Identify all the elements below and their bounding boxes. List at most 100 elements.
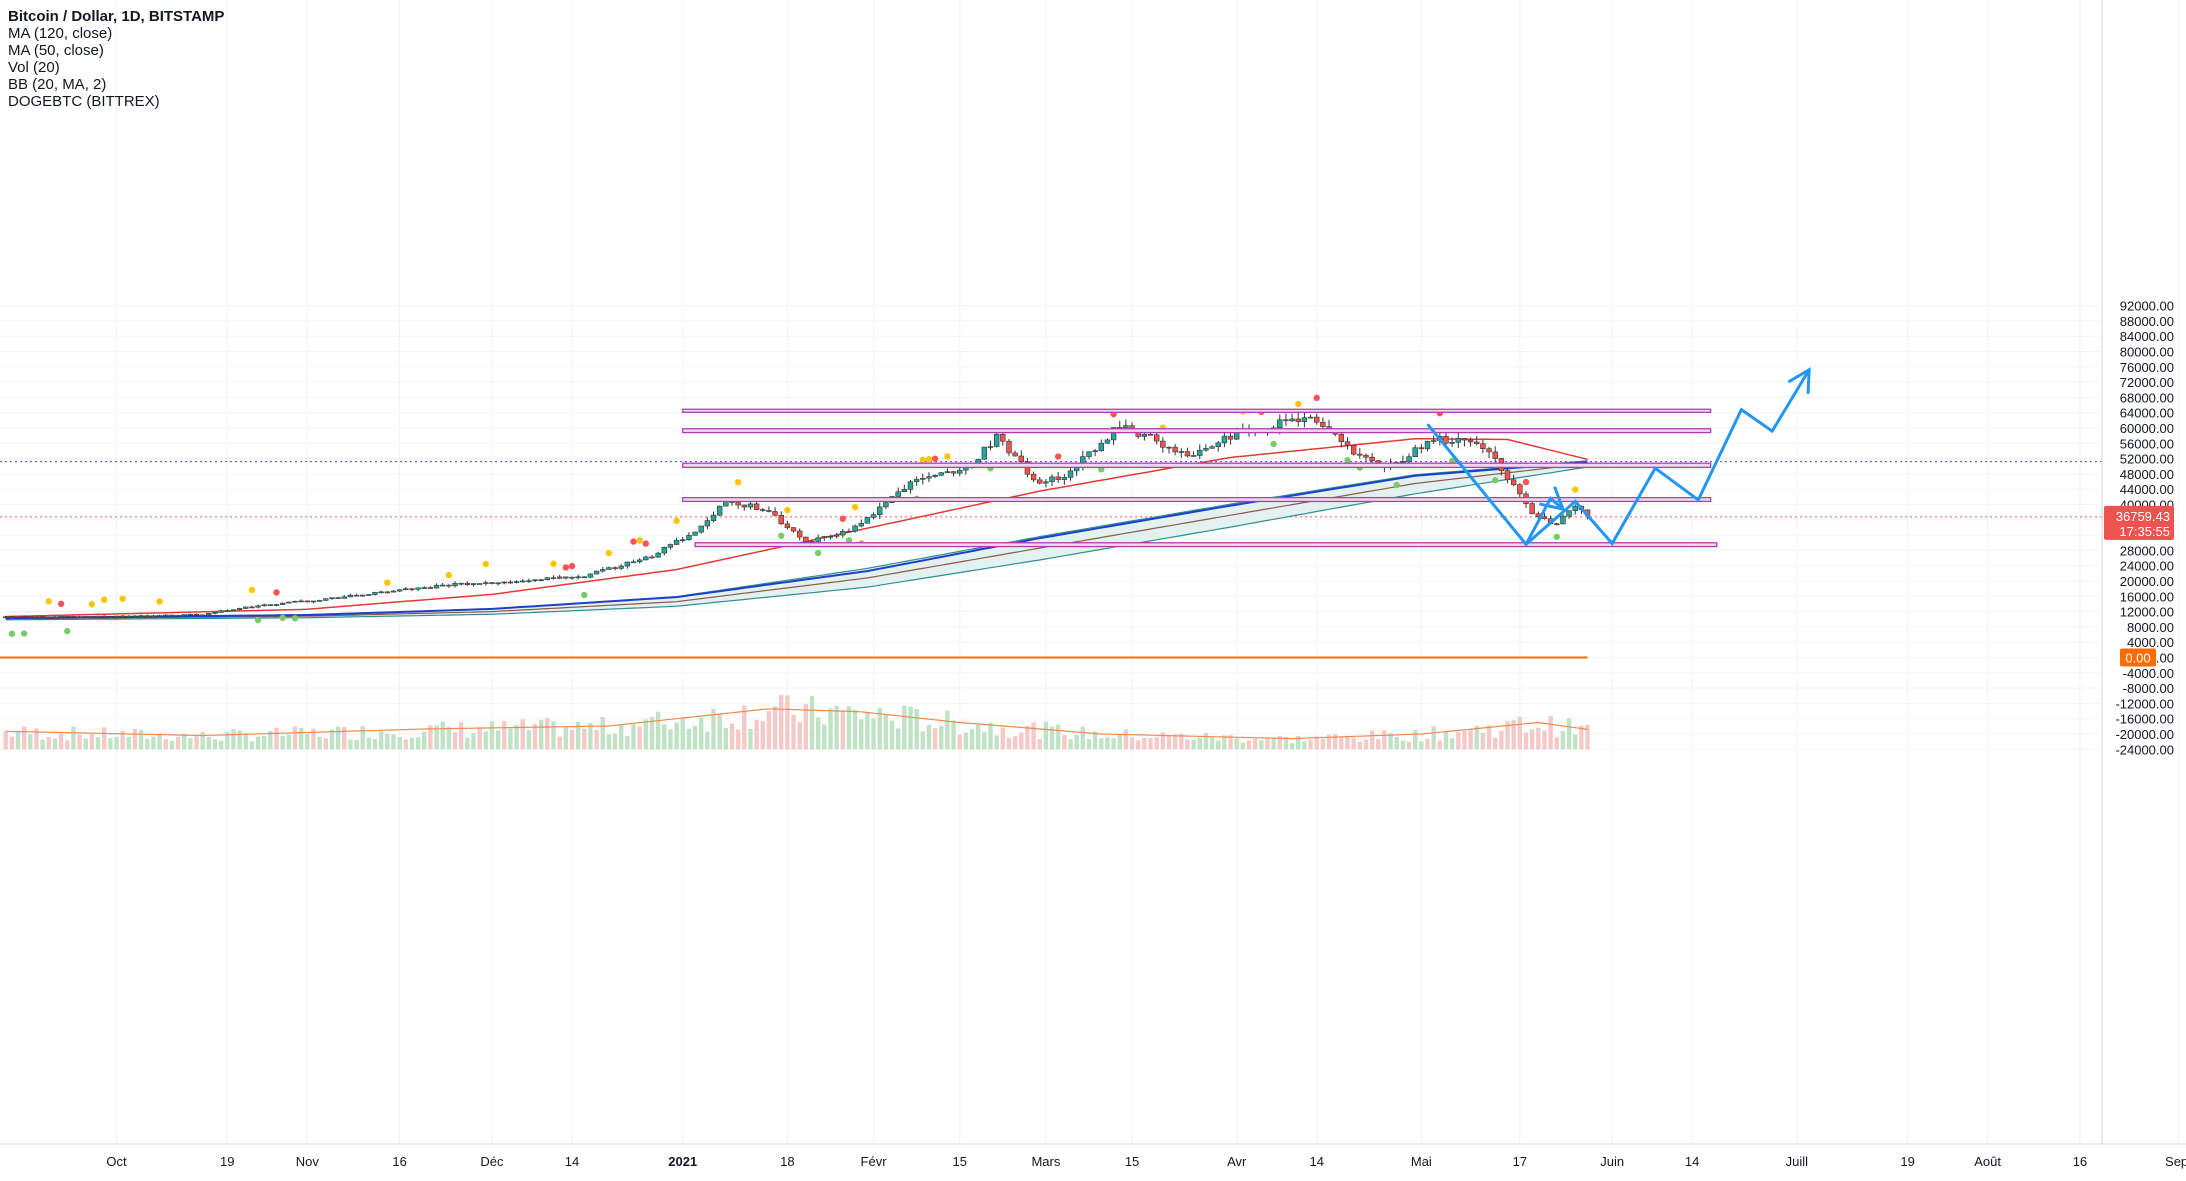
- candle-body: [704, 520, 711, 527]
- volume-bar: [1585, 724, 1590, 750]
- candle-body: [446, 584, 452, 587]
- volume-bar: [428, 725, 433, 750]
- volume-bar: [280, 736, 285, 750]
- candle-body: [27, 616, 34, 618]
- volume-bar: [1443, 731, 1449, 750]
- price-tick-label: 52000.00: [2120, 452, 2174, 467]
- candle-body: [1357, 453, 1363, 456]
- volume-bar: [1283, 737, 1289, 750]
- candle-body: [858, 522, 864, 527]
- indicator-volume[interactable]: Vol (20): [8, 59, 60, 76]
- candle-body: [403, 588, 409, 591]
- volume-bar: [569, 729, 575, 750]
- indicator-bollinger[interactable]: BB (20, MA, 2): [8, 76, 107, 93]
- volume-bar: [643, 719, 649, 750]
- candle-body: [144, 615, 150, 617]
- indicator-dot: [384, 579, 391, 586]
- volume-bar: [526, 730, 532, 750]
- volume-bar: [1357, 741, 1362, 750]
- indicator-dot: [919, 456, 926, 463]
- time-tick-label: Juin: [1600, 1154, 1624, 1169]
- volume-bar: [255, 736, 261, 750]
- volume-bar: [680, 717, 685, 750]
- indicator-dot: [1270, 440, 1277, 448]
- candle-body: [433, 584, 440, 589]
- candle-body: [1412, 447, 1418, 458]
- candle-body: [821, 536, 828, 539]
- candle-body: [366, 594, 372, 596]
- volume-bar: [292, 726, 298, 750]
- candle-body: [1283, 419, 1289, 422]
- price-tick-label: 48000.00: [2120, 467, 2174, 482]
- candle-body: [1209, 446, 1215, 449]
- volume-bar: [354, 739, 359, 750]
- candle-body: [1338, 433, 1345, 443]
- candle-body: [224, 610, 230, 612]
- candle-body: [624, 561, 631, 567]
- price-zone: [694, 542, 1718, 548]
- volume-bar: [785, 695, 790, 750]
- time-tick-label: 15: [1125, 1154, 1139, 1169]
- volume-bar: [846, 706, 852, 750]
- candle-body: [1529, 503, 1535, 515]
- volume-bar: [169, 740, 175, 750]
- volume-bar: [692, 725, 698, 750]
- volume-bar: [1431, 726, 1436, 750]
- volume-bar: [791, 714, 796, 750]
- symbol-title[interactable]: Bitcoin / Dollar, 1D, BITSTAMP: [8, 8, 225, 25]
- candle-body: [107, 616, 114, 618]
- candle-body: [1086, 451, 1092, 457]
- candle-body: [501, 581, 507, 584]
- volume-bar: [1154, 737, 1159, 750]
- candle-body: [1480, 443, 1486, 449]
- price-zone: [682, 408, 1712, 413]
- candle-body: [710, 514, 717, 521]
- volume-bar: [1523, 732, 1529, 750]
- candle-body: [538, 579, 544, 581]
- candle-body: [273, 604, 280, 606]
- volume-bar: [366, 737, 372, 750]
- indicator-ma50[interactable]: MA (50, close): [8, 42, 104, 59]
- volume-bar: [662, 724, 667, 750]
- volume-bar: [951, 720, 956, 750]
- volume-bar: [871, 718, 876, 750]
- volume-bar: [101, 727, 107, 750]
- volume-bar: [391, 734, 396, 750]
- indicator-dot: [839, 515, 846, 522]
- time-tick-label: Déc: [480, 1154, 504, 1169]
- volume-bar: [994, 735, 999, 750]
- candle-body: [1055, 476, 1061, 480]
- candle-body: [673, 539, 680, 545]
- candle-body: [378, 591, 384, 594]
- volume-bar: [1111, 738, 1116, 750]
- volume-bar: [1086, 739, 1092, 750]
- candle-body: [249, 606, 255, 609]
- candle-body: [1110, 427, 1117, 441]
- projection-path-main: [1426, 369, 1811, 547]
- volume-bar: [1474, 725, 1479, 750]
- price-zone: [682, 428, 1712, 434]
- volume-bar: [588, 722, 593, 750]
- candle-body: [692, 531, 698, 536]
- volume-bar: [852, 709, 858, 750]
- price-tick-label: 68000.00: [2120, 390, 2174, 405]
- volume-bar: [1579, 725, 1584, 750]
- indicator-dot: [1448, 457, 1456, 464]
- indicator-ma120[interactable]: MA (120, close): [8, 25, 113, 42]
- volume-bar: [840, 710, 845, 750]
- candle-body: [870, 514, 877, 518]
- candle-body: [1314, 416, 1320, 423]
- volume-bar: [1222, 735, 1227, 750]
- price-tick-label: -4000.00: [2123, 666, 2174, 681]
- volume-bar: [1148, 738, 1153, 750]
- indicator-dogebtc[interactable]: DOGEBTC (BITTREX): [8, 93, 160, 110]
- candle-body: [323, 598, 329, 601]
- indicator-dot: [20, 630, 28, 637]
- volume-bar: [957, 734, 962, 750]
- candle-body: [840, 531, 846, 536]
- indicator-dot: [734, 478, 742, 486]
- candle-body: [476, 583, 483, 585]
- time-tick-label: 17: [1513, 1154, 1527, 1169]
